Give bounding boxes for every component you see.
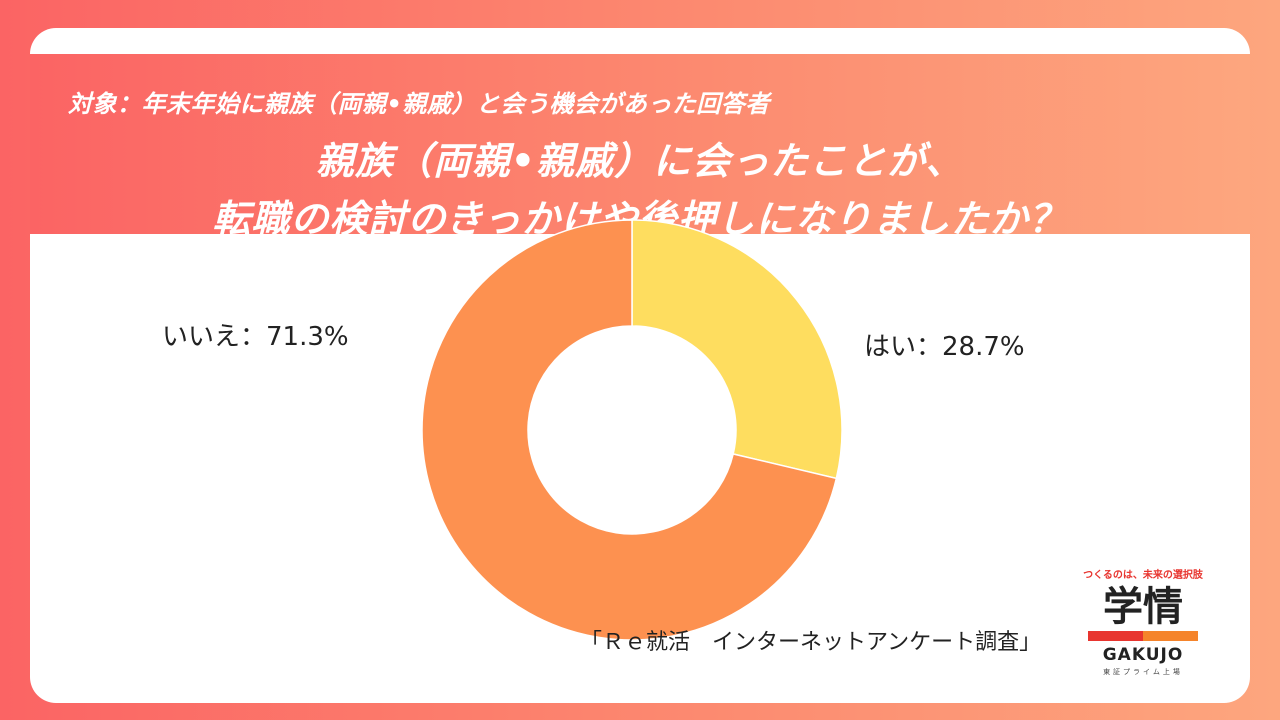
target-respondents-label: 対象：年末年始に親族（両親•親戚）と会う機会があった回答者 (68, 90, 770, 118)
slice-label-no: いいえ：71.3% (162, 322, 349, 352)
logo-color-bar (1088, 631, 1198, 641)
logo-wordmark: 学情 (1103, 584, 1183, 630)
slice-yes (631, 219, 843, 480)
logo-romaji: GAKUJO (1102, 645, 1184, 665)
survey-source-note: 「Ｒｅ就活 インターネットアンケート調査」 (580, 630, 1042, 655)
slice-no (421, 219, 838, 641)
chart-title-line1: 親族（両親•親戚）に会ったことが、 (315, 139, 965, 183)
slice-label-yes: はい：28.7% (864, 332, 1025, 362)
gakujo-logo: つくるのは、未来の選択肢 学情 GAKUJO 東証プライム上場 (1078, 566, 1208, 677)
logo-exchange-note: 東証プライム上場 (1103, 668, 1183, 676)
brand-tagline: つくるのは、未来の選択肢 (1083, 570, 1203, 581)
